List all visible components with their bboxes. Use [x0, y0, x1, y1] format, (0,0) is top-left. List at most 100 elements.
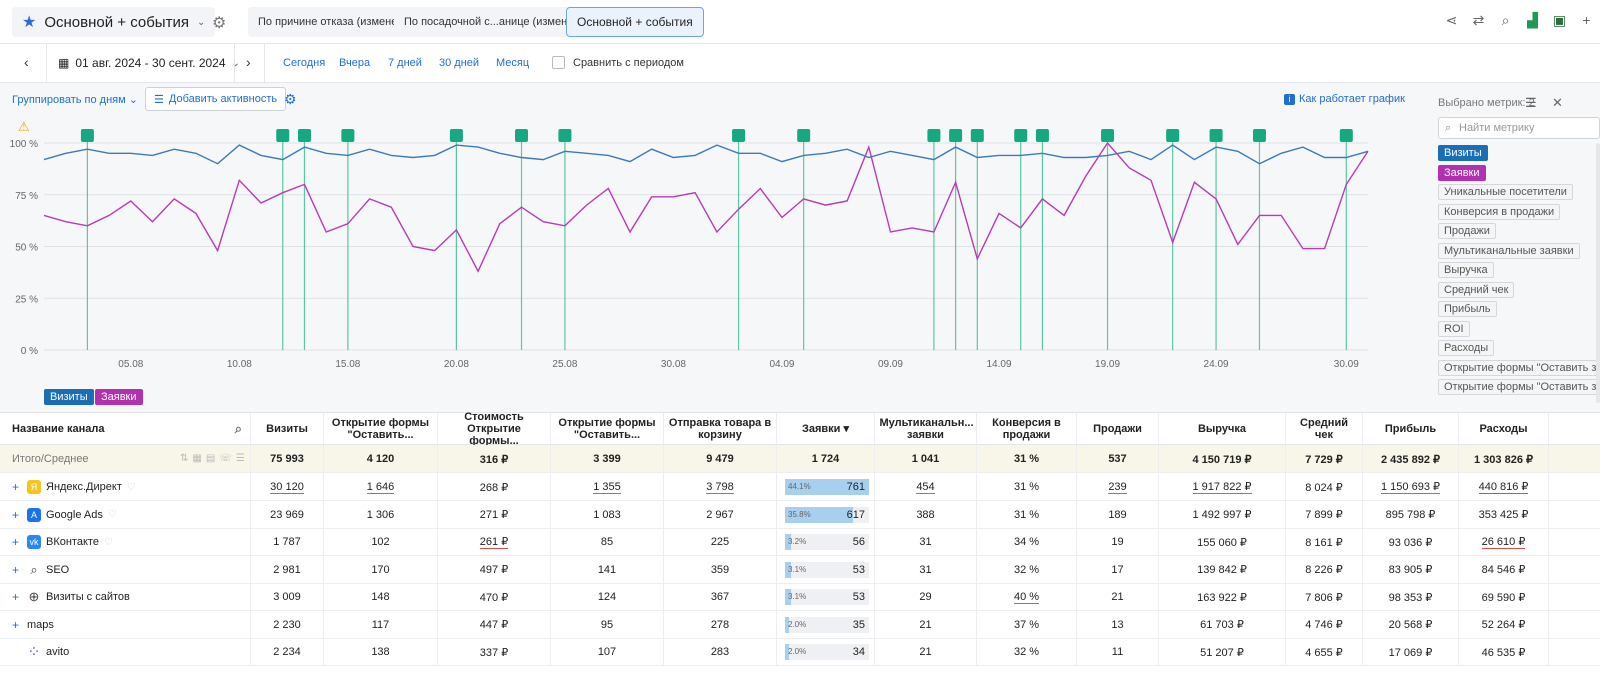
channel-name[interactable]: SEO [46, 563, 70, 576]
add-activity-button[interactable]: ☰ Добавить активность [145, 87, 287, 111]
table-row[interactable]: + A Google Ads ♡ 23 969 1 306 271 ₽ 1 083 2 967 3… [0, 500, 1600, 529]
channel-name[interactable]: ВКонтакте [46, 536, 99, 548]
next-period-icon[interactable]: › [246, 54, 251, 70]
metric-option[interactable]: ROI [1438, 320, 1470, 337]
expand-icon[interactable]: + [12, 617, 20, 632]
quick-month[interactable]: Месяц [496, 57, 530, 69]
search-icon[interactable]: ⌕ [1501, 12, 1510, 28]
table-row[interactable]: + vk ВКонтакте ♡ 1 787 102 261 ₽ 85 225 3.2% 56 31 3… [0, 528, 1600, 556]
column-header[interactable]: Конверсия в продажи [977, 413, 1077, 445]
column-header[interactable]: Выручка [1159, 413, 1286, 445]
column-header[interactable]: Расходы [1459, 413, 1549, 445]
channel-name[interactable]: Визиты с сайтов [46, 591, 130, 603]
quick-today[interactable]: Сегодня [283, 57, 326, 69]
quick-yesterday[interactable]: Вчера [339, 57, 371, 69]
event-marker [80, 129, 94, 142]
expand-icon[interactable]: + [12, 507, 20, 522]
table-cell: 124 [551, 583, 664, 611]
column-header[interactable]: Заявки ▾ [777, 413, 875, 445]
expand-icon[interactable]: + [12, 535, 20, 549]
metric-option[interactable]: Мультиканальные заявки [1438, 242, 1580, 259]
channel-name[interactable]: Яндекс.Директ [46, 481, 122, 493]
table-cell: 117 [324, 610, 438, 639]
column-header[interactable]: Стоимость Открытие формы... [438, 411, 551, 447]
metric-option[interactable]: Конверсия в продажи [1438, 203, 1561, 220]
table-cell: 148 [324, 583, 438, 611]
column-header[interactable]: Визиты [251, 413, 324, 445]
metric-option[interactable]: Прибыль [1438, 301, 1497, 317]
metric-option[interactable]: Средний чек [1438, 281, 1515, 298]
cell-value: 4 746 ₽ [1305, 619, 1343, 631]
event-marker [1035, 129, 1049, 142]
prev-period-icon[interactable]: ‹ [24, 54, 29, 70]
table-row[interactable]: ⁘ avito 2 234 138 337 ₽ 107 283 2.0% 34 21 32 % 11 5… [0, 638, 1600, 666]
leads-value: 34 [852, 646, 865, 658]
metric-search-input[interactable]: ⌕ Найти метрику [1438, 117, 1600, 139]
leads-share-fill [785, 589, 791, 605]
column-header-channel[interactable]: Название канала ⌕ [0, 413, 251, 445]
cell-value: 268 ₽ [479, 481, 509, 494]
tab-report-3[interactable]: Основной + события [566, 7, 704, 37]
tab-report-2[interactable]: По посадочной с...анице (изменен) [394, 7, 594, 37]
metric-selected[interactable]: Заявки [1438, 164, 1486, 181]
star-icon[interactable]: ★ [22, 14, 37, 31]
legend-leads[interactable]: Заявки [95, 389, 143, 405]
table-row[interactable]: + ⊕ Визиты с сайтов 3 009 148 470 ₽ 124 367 3.1%… [0, 583, 1600, 611]
chart-icon[interactable]: ▟ [1527, 12, 1538, 28]
column-header[interactable]: Прибыль [1363, 413, 1459, 445]
metric-option[interactable]: Открытие формы "Оставить з... [1438, 379, 1598, 395]
gear-icon[interactable]: ⚙ [212, 15, 227, 32]
table-cell: 32 % [977, 638, 1077, 666]
table-row[interactable]: + maps 2 230 117 447 ₽ 95 278 2.0% 35 21 37 % 13 61 … [0, 610, 1600, 639]
column-header[interactable]: Открытие формы "Оставить... [324, 413, 438, 445]
expand-icon[interactable]: + [12, 562, 20, 577]
total-tools-icons[interactable]: ⇅▦▤☏☰ [180, 453, 249, 464]
channel-name[interactable]: Google Ads [46, 508, 103, 521]
expand-icon[interactable]: + [12, 590, 20, 604]
quick-30-days[interactable]: 30 дней [439, 57, 480, 69]
expand-icon[interactable]: + [12, 480, 20, 494]
channel-name[interactable]: maps [27, 618, 54, 631]
column-header[interactable]: Средний чек [1286, 413, 1363, 445]
metric-option[interactable]: Продажи [1438, 223, 1496, 239]
favorite-icon[interactable]: ♡ [103, 536, 113, 548]
compare-checkbox[interactable] [552, 56, 565, 69]
tab-report-1[interactable]: По причине отказа (изменен) [248, 7, 418, 37]
channel-name[interactable]: avito [46, 646, 70, 658]
table-cell: 440 816 ₽ [1459, 473, 1549, 501]
total-row: Итого/Среднее ⇅▦▤☏☰ 75 993 4 120 316 ₽ 3 399 9… [0, 445, 1600, 473]
metric-option[interactable]: Выручка [1438, 262, 1494, 278]
table-row[interactable]: + Я Яндекс.Директ ♡ 30 120 1 646 268 ₽ 1 355 3 7… [0, 473, 1600, 501]
metric-selected[interactable]: Визиты [1438, 145, 1488, 161]
favorite-icon[interactable]: ♡ [126, 481, 136, 493]
column-header[interactable]: Продажи [1077, 413, 1159, 445]
report-selector[interactable]: ★ Основной + события ⌄ [12, 7, 216, 37]
favorite-icon[interactable]: ♡ [107, 509, 117, 520]
column-header[interactable]: Отправка товара в корзину [664, 413, 777, 445]
refresh-icon[interactable]: ⇄ [1472, 12, 1485, 28]
metric-scrollbar[interactable] [1596, 143, 1600, 403]
date-range-picker[interactable]: ▦ 01 авг. 2024 - 30 сент. 2024 ⌄ [58, 56, 240, 70]
legend-visits[interactable]: Визиты [44, 389, 94, 405]
metric-option[interactable]: Открытие формы "Оставить з... [1438, 359, 1598, 376]
excel-icon[interactable]: ▣ [1552, 12, 1567, 28]
channel-search-icon[interactable]: ⌕ [234, 421, 242, 436]
how-chart-works-link[interactable]: i Как работает график [1284, 93, 1405, 105]
chart-settings-gear-icon[interactable]: ⚙ [284, 91, 297, 107]
leads-share-percent: 3.2% [788, 537, 807, 546]
column-header[interactable]: Мультиканальн... заявки [875, 413, 977, 445]
quick-7-days[interactable]: 7 дней [388, 57, 422, 69]
channel-name-cell: ⁘ avito [0, 638, 251, 666]
group-by-dropdown[interactable]: Группировать по дням ⌄ [12, 94, 138, 106]
share-icon[interactable]: ⋖ [1445, 12, 1458, 28]
leads-value: 53 [852, 563, 865, 576]
cell-value: 7 899 ₽ [1305, 509, 1343, 521]
table-cell: 261 ₽ [438, 528, 551, 556]
list-view-icon[interactable]: ☰ [1525, 95, 1537, 110]
plus-icon[interactable]: + [1582, 12, 1591, 28]
metric-option[interactable]: Расходы [1438, 340, 1495, 356]
table-row[interactable]: + ⌕ SEO 2 981 170 497 ₽ 141 359 3.1% 53 31 32 % 17 13… [0, 555, 1600, 584]
column-header[interactable]: Открытие формы "Оставить... [551, 413, 664, 445]
close-icon[interactable]: ✕ [1552, 95, 1563, 110]
metric-option[interactable]: Уникальные посетители [1438, 184, 1573, 200]
